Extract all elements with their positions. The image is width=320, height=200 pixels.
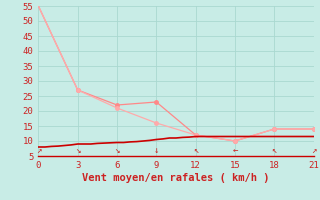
Text: ←: ← [232, 146, 238, 155]
Text: ↗: ↗ [36, 146, 41, 155]
Text: ↓: ↓ [154, 146, 159, 155]
Text: ↖: ↖ [272, 146, 277, 155]
Text: ↘: ↘ [114, 146, 120, 155]
Text: ↘: ↘ [75, 146, 80, 155]
X-axis label: Vent moyen/en rafales ( km/h ): Vent moyen/en rafales ( km/h ) [82, 173, 270, 183]
Text: ↗: ↗ [311, 146, 316, 155]
Text: ↖: ↖ [193, 146, 198, 155]
